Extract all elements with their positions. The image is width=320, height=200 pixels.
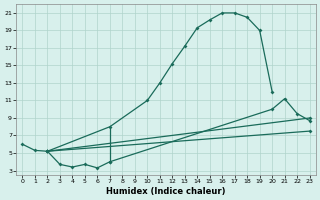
X-axis label: Humidex (Indice chaleur): Humidex (Indice chaleur) xyxy=(106,187,226,196)
